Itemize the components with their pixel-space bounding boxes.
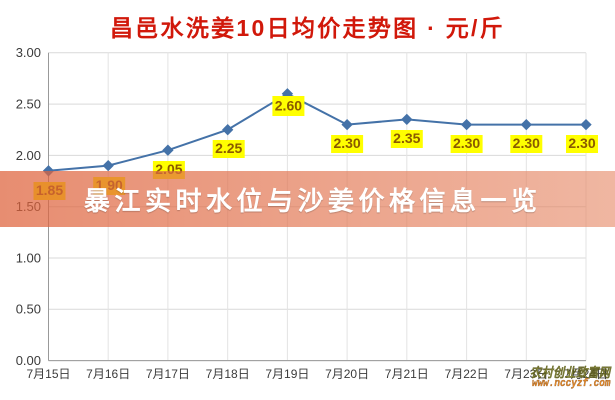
svg-text:2.35: 2.35 xyxy=(393,130,420,146)
svg-text:7月15日: 7月15日 xyxy=(26,367,70,381)
svg-text:2.50: 2.50 xyxy=(16,97,41,112)
svg-text:7月17日: 7月17日 xyxy=(146,367,190,381)
svg-text:7月22日: 7月22日 xyxy=(445,367,489,381)
svg-text:2.25: 2.25 xyxy=(215,140,242,156)
svg-text:0.00: 0.00 xyxy=(16,353,41,368)
svg-text:2.30: 2.30 xyxy=(568,135,595,151)
svg-text:2.00: 2.00 xyxy=(16,148,41,163)
svg-text:2.30: 2.30 xyxy=(333,135,360,151)
svg-text:7月18日: 7月18日 xyxy=(206,367,250,381)
svg-text:7月19日: 7月19日 xyxy=(265,367,309,381)
svg-text:7月21日: 7月21日 xyxy=(385,367,429,381)
svg-text:3.00: 3.00 xyxy=(16,45,41,60)
svg-text:7月16日: 7月16日 xyxy=(86,367,130,381)
svg-text:0.50: 0.50 xyxy=(16,302,41,317)
svg-text:7月20日: 7月20日 xyxy=(325,367,369,381)
svg-text:1.00: 1.00 xyxy=(16,250,41,265)
svg-text:2.30: 2.30 xyxy=(513,135,540,151)
svg-text:2.60: 2.60 xyxy=(275,98,302,114)
svg-text:2.30: 2.30 xyxy=(453,135,480,151)
